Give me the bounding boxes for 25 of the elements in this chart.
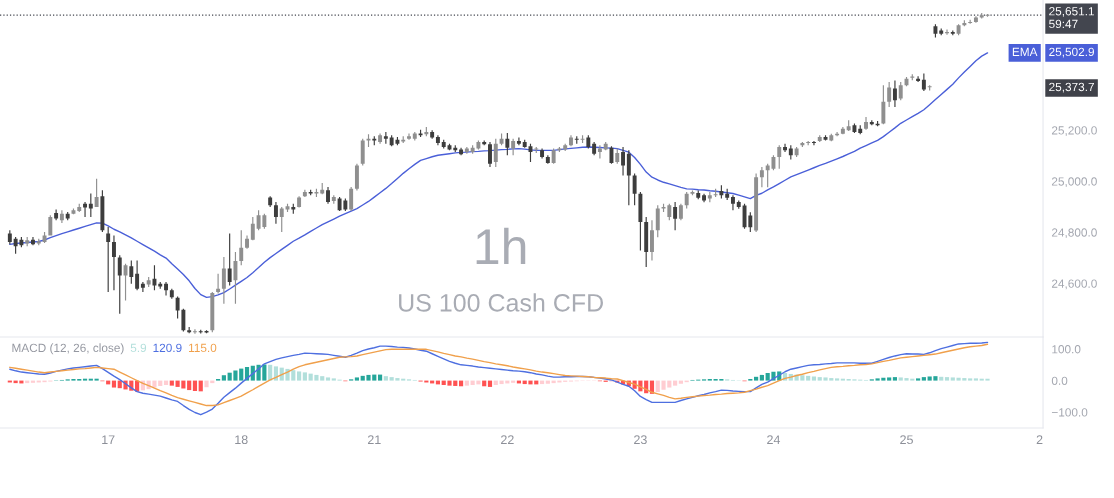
y-tick-label: 25,000.0 [1051,177,1097,188]
annotation: 120.9 [153,343,182,353]
x-tick-label: 25 [900,435,913,445]
text: 1h [476,227,526,264]
x-tick-label: 21 [367,435,381,444]
y-tick-label: 100.0 [1052,345,1081,354]
text: 25,502.9 [1049,47,1094,58]
x-tick-label: 24 [767,435,781,444]
chart-title: MACD (12, 26, close) [12,343,124,355]
legend-label: EMA [1012,47,1038,56]
y-tick-label: 24,600.0 [1051,279,1097,290]
y-tick-label: −100.0 [1051,408,1088,417]
y-tick-label: 25,200.0 [1051,126,1097,136]
text: US 100 Cash CFD [399,293,603,312]
x-tick-label: 2 [1036,435,1043,444]
x-tick-label: 17 [102,435,115,444]
annotation: 115.0 [189,343,217,353]
y-tick-label: 0.0 [1051,376,1068,385]
ref-line-label: 25,651.1 59:47 [1049,7,1094,29]
annotation: 5.9 [130,343,147,353]
y-tick-label: 24,800.0 [1051,228,1097,239]
x-tick-label: 18 [235,435,248,445]
x-tick-label: 22 [501,435,514,444]
x-tick-label: 23 [634,435,647,445]
text: 25,373.7 [1049,82,1094,93]
